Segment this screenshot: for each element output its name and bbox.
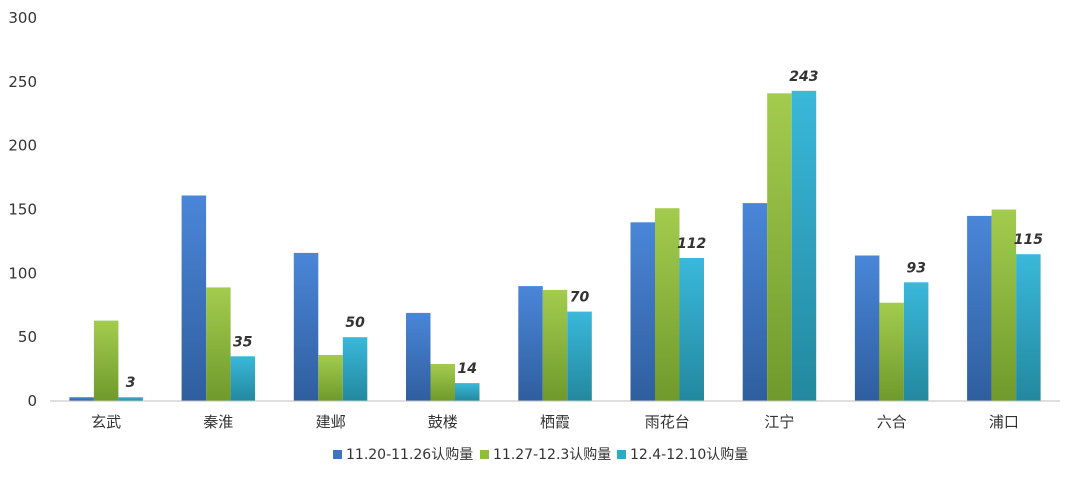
y-axis-ticks: 0 50 100 150 200 250 300 (8, 9, 37, 410)
bar-series-1-6 (742, 203, 768, 401)
bar-series-2-8 (991, 209, 1017, 401)
x-category-label: 浦口 (989, 413, 1019, 431)
bar-series-3-6 (791, 90, 817, 402)
y-tick-label: 250 (8, 73, 37, 91)
bar-series-3-5 (679, 258, 704, 401)
bar-series-1-7 (854, 255, 880, 401)
data-label: 243 (789, 69, 818, 85)
bar-series-2-1 (206, 287, 231, 401)
bar-series-2-3 (430, 364, 455, 401)
bar-series-3-0 (118, 397, 143, 401)
data-label: 112 (677, 236, 706, 252)
bar-series-3-4 (567, 311, 592, 401)
y-tick-label: 50 (18, 328, 37, 346)
y-tick-label: 200 (8, 137, 37, 155)
data-label: 93 (906, 260, 925, 276)
y-tick-label: 0 (27, 392, 37, 410)
bar-series-1-3 (406, 312, 431, 401)
bar-series-2-7 (879, 302, 904, 401)
bar-series-2-0 (93, 320, 119, 401)
bar-series-1-2 (293, 252, 319, 401)
bar-series-3-7 (903, 282, 929, 401)
bar-series-2-6 (767, 93, 792, 402)
y-tick-label: 100 (8, 264, 37, 282)
bar-series-3-8 (1016, 254, 1041, 401)
bars (69, 90, 1041, 402)
x-category-label: 秦淮 (203, 413, 233, 431)
bar-series-1-8 (967, 215, 992, 401)
bar-series-3-1 (230, 356, 256, 401)
bar-series-2-4 (542, 289, 568, 401)
x-category-label: 玄武 (91, 413, 121, 431)
data-label: 3 (126, 375, 136, 391)
bar-series-3-3 (455, 383, 480, 401)
y-tick-label: 150 (8, 201, 37, 219)
legend-label: 11.20-11.26认购量 (346, 447, 473, 463)
x-category-label: 建邺 (316, 413, 346, 431)
x-category-label: 鼓楼 (428, 413, 458, 431)
legend-swatch (617, 450, 626, 459)
x-category-label: 六合 (877, 413, 907, 431)
bar-series-2-5 (655, 208, 680, 401)
data-label: 115 (1014, 232, 1043, 248)
x-category-label: 雨花台 (645, 413, 690, 431)
legend-label: 11.27-12.3认购量 (493, 447, 611, 463)
x-category-label: 江宁 (764, 413, 794, 431)
data-labels: 3 35 50 14 70 112 243 93 115 (126, 69, 1044, 391)
data-label: 70 (570, 290, 590, 306)
legend-swatch (480, 450, 489, 459)
bar-series-1-4 (518, 286, 543, 401)
legend-label: 12.4-12.10认购量 (630, 447, 748, 463)
data-label: 35 (233, 334, 253, 350)
bar-series-2-2 (318, 355, 343, 401)
legend: 11.20-11.26认购量 11.27-12.3认购量 12.4-12.10认购量 (333, 447, 748, 463)
bar-series-1-1 (181, 195, 207, 401)
x-category-label: 栖霞 (540, 413, 570, 431)
y-tick-label: 300 (8, 9, 37, 27)
bar-series-1-5 (630, 222, 655, 401)
bar-series-1-0 (69, 397, 94, 401)
data-label: 14 (458, 361, 477, 377)
data-label: 50 (345, 315, 365, 331)
x-axis-category-labels: 玄武 秦淮 建邺 鼓楼 栖霞 雨花台 江宁 六合 浦口 (91, 413, 1019, 431)
bar-series-3-2 (342, 337, 368, 401)
legend-swatch (333, 450, 342, 459)
